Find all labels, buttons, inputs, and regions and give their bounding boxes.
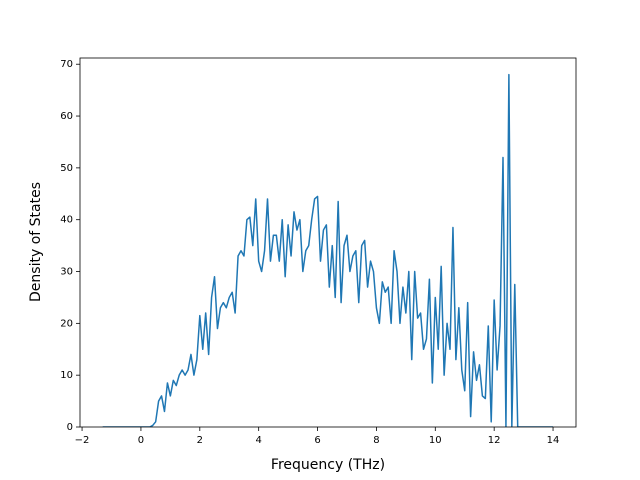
y-tick-label: 40 <box>60 215 73 226</box>
x-tick-label: −2 <box>75 435 90 446</box>
x-tick-label: 8 <box>373 435 379 446</box>
y-tick-label: 70 <box>60 59 73 70</box>
x-tick-label: 0 <box>138 435 144 446</box>
plot-frame <box>79 57 577 428</box>
x-tick-label: 12 <box>488 435 501 446</box>
x-tick-label: 4 <box>255 435 261 446</box>
line-series <box>102 73 554 427</box>
y-tick-label: 10 <box>60 370 73 381</box>
y-tick-label: 60 <box>60 111 73 122</box>
y-tick-label: 50 <box>60 163 73 174</box>
x-axis-label: Frequency (THz) <box>271 457 385 473</box>
y-tick-label: 0 <box>67 422 73 433</box>
y-axis-label: Density of States <box>28 182 44 302</box>
y-tick-label: 30 <box>60 267 73 278</box>
x-tick-label: 10 <box>429 435 442 446</box>
x-tick-label: 2 <box>197 435 203 446</box>
x-tick-label: 6 <box>314 435 320 446</box>
x-tick-label: 14 <box>547 435 560 446</box>
y-tick-label: 20 <box>60 318 73 329</box>
